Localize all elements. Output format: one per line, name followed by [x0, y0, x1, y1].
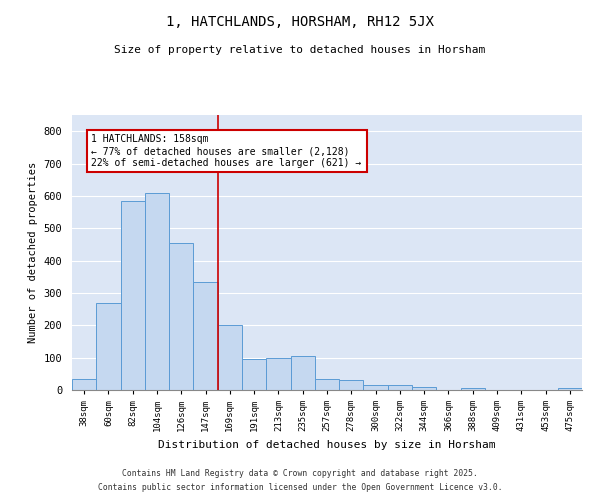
- Text: Contains public sector information licensed under the Open Government Licence v3: Contains public sector information licen…: [98, 484, 502, 492]
- Bar: [72, 378, 96, 390]
- Bar: [218, 326, 242, 390]
- Bar: [364, 385, 388, 390]
- X-axis label: Distribution of detached houses by size in Horsham: Distribution of detached houses by size …: [158, 440, 496, 450]
- Bar: [558, 388, 582, 390]
- Bar: [193, 282, 218, 390]
- Bar: [121, 200, 145, 390]
- Text: Size of property relative to detached houses in Horsham: Size of property relative to detached ho…: [115, 45, 485, 55]
- Bar: [388, 385, 412, 390]
- Text: 1, HATCHLANDS, HORSHAM, RH12 5JX: 1, HATCHLANDS, HORSHAM, RH12 5JX: [166, 15, 434, 29]
- Bar: [169, 243, 193, 390]
- Bar: [315, 378, 339, 390]
- Bar: [266, 358, 290, 390]
- Bar: [461, 388, 485, 390]
- Text: Contains HM Land Registry data © Crown copyright and database right 2025.: Contains HM Land Registry data © Crown c…: [122, 468, 478, 477]
- Text: 1 HATCHLANDS: 158sqm
← 77% of detached houses are smaller (2,128)
22% of semi-de: 1 HATCHLANDS: 158sqm ← 77% of detached h…: [91, 134, 362, 168]
- Bar: [339, 380, 364, 390]
- Bar: [96, 302, 121, 390]
- Bar: [242, 360, 266, 390]
- Bar: [290, 356, 315, 390]
- Bar: [412, 387, 436, 390]
- Bar: [145, 192, 169, 390]
- Y-axis label: Number of detached properties: Number of detached properties: [28, 162, 38, 343]
